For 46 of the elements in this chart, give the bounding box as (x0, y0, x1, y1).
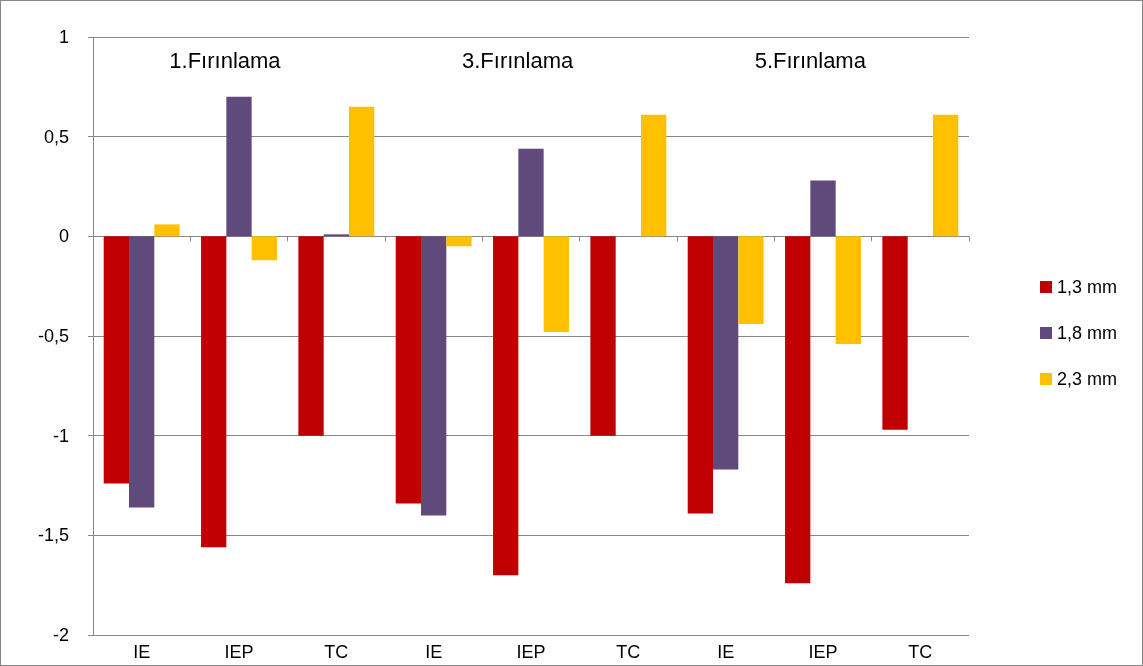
bar (687, 236, 714, 514)
x-tick-label: IEP (808, 642, 838, 662)
bar (882, 236, 908, 430)
y-tick-label: -0,5 (37, 326, 69, 346)
x-tick-label: IE (133, 642, 151, 662)
bar (298, 236, 324, 436)
bar (129, 236, 155, 508)
bar (154, 224, 180, 237)
legend-label: 1,8 mm (1056, 323, 1117, 343)
legend-label: 2,3 mm (1056, 369, 1117, 389)
x-tick-label: IEP (224, 642, 254, 662)
bar (201, 236, 227, 548)
bar (543, 236, 569, 333)
x-tick-label: TC (324, 642, 349, 662)
bar (446, 236, 472, 247)
bar (251, 236, 277, 261)
x-tick-label: IE (717, 642, 735, 662)
bar (421, 236, 447, 516)
legend-label: 1,3 mm (1056, 277, 1117, 297)
bar (348, 106, 375, 237)
x-tick-label: IEP (516, 642, 546, 662)
bar (640, 114, 667, 237)
annotation: 1.Fırınlama (169, 47, 282, 73)
y-tick-label: 1 (58, 27, 69, 47)
y-tick-label: 0 (58, 226, 69, 247)
x-tick-label: TC (908, 642, 933, 662)
x-tick-label: IE (425, 642, 443, 662)
y-tick-label: -1 (52, 425, 69, 446)
y-tick-label: -1,5 (37, 525, 69, 546)
bar (713, 236, 739, 470)
x-tick-label: TC (616, 642, 641, 662)
bar (103, 236, 130, 484)
bar (226, 96, 252, 237)
bar (738, 236, 764, 325)
bar (810, 180, 836, 237)
bar (835, 236, 861, 344)
bar (493, 236, 519, 576)
y-tick-label: -2 (52, 625, 69, 645)
annotation: 5.Fırınlama (754, 47, 867, 73)
y-tick-label: 0,5 (43, 126, 69, 147)
bar (518, 148, 544, 237)
bar (932, 114, 959, 237)
bar (590, 236, 616, 436)
bar (785, 236, 811, 584)
bar (395, 236, 422, 504)
annotation: 3.Fırınlama (462, 47, 575, 73)
